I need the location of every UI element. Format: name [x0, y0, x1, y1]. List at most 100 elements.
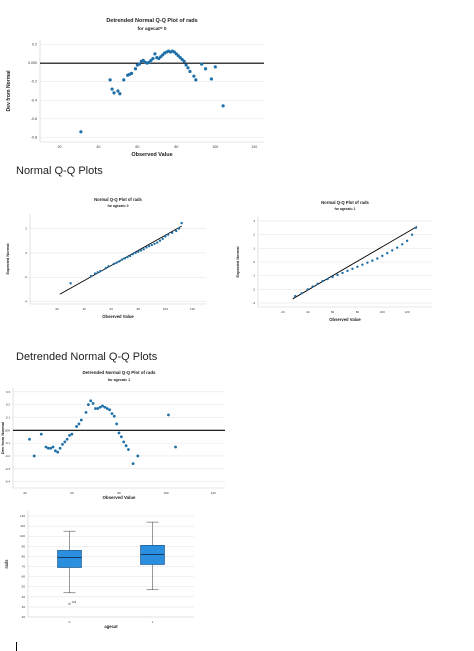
x-tick-label: 1	[152, 620, 154, 624]
y-tick-label: 110	[20, 524, 25, 528]
x-axis-label: Observed Value	[131, 152, 172, 158]
reference-line	[292, 226, 418, 300]
data-point	[54, 449, 57, 453]
data-point	[221, 104, 225, 108]
data-point	[414, 226, 418, 230]
data-point	[70, 432, 74, 436]
x-tick-label: 80	[174, 145, 178, 149]
y-tick-label: 30	[22, 605, 26, 609]
data-point	[93, 272, 97, 275]
data-point	[133, 67, 138, 71]
y-tick-label: 60	[22, 575, 26, 579]
data-point	[376, 257, 379, 260]
data-point	[213, 65, 217, 69]
data-point	[331, 275, 334, 279]
data-point	[209, 77, 214, 81]
data-point	[115, 261, 118, 264]
y-tick-label: 100	[20, 534, 25, 538]
data-point	[131, 462, 135, 466]
data-point	[112, 414, 116, 418]
data-point	[89, 274, 93, 278]
data-point	[151, 56, 155, 61]
data-point	[65, 437, 69, 441]
data-point	[192, 74, 196, 78]
y-tick-label: -2	[24, 275, 27, 279]
y-tick-label: 2	[25, 227, 27, 231]
data-point	[156, 241, 159, 244]
data-point	[56, 450, 60, 454]
chart-title: Normal Q-Q Plot of rads	[94, 197, 142, 202]
data-point	[184, 63, 188, 67]
data-point	[112, 91, 116, 95]
x-tick-label: 120	[190, 307, 195, 311]
y-tick-label: 0	[253, 260, 255, 264]
y-tick-label: 0.000	[2, 428, 10, 432]
data-point	[91, 401, 95, 405]
data-point	[68, 434, 71, 437]
normal-qq-plots-heading: Normal Q-Q Plots	[16, 165, 103, 177]
y-tick-label: 90	[22, 544, 26, 548]
data-point	[142, 248, 145, 251]
data-point	[123, 257, 126, 260]
data-point	[126, 255, 129, 259]
data-point	[94, 407, 97, 410]
data-point	[188, 69, 192, 74]
data-point	[136, 454, 140, 458]
data-point	[145, 246, 148, 249]
data-point	[128, 254, 132, 258]
data-point	[108, 408, 111, 412]
data-point	[371, 259, 374, 262]
y-tick-label: 0.3	[6, 390, 11, 394]
data-point	[107, 265, 110, 268]
y-tick-label: 40	[22, 595, 26, 599]
data-point	[311, 285, 314, 288]
normal-qq-plot-agecat-0: 2 0 -2 -4 20 40 60 80 100 120 Normal Q-Q Plot of r…	[0, 194, 220, 322]
data-point	[61, 443, 64, 446]
data-point	[96, 407, 100, 410]
data-point	[110, 87, 114, 91]
data-point	[122, 78, 126, 82]
data-point	[405, 239, 409, 243]
data-point	[119, 435, 123, 439]
y-tick-label: 20	[22, 615, 26, 619]
x-tick-label: 60	[110, 307, 114, 311]
data-point	[98, 405, 102, 409]
y-axis-label: Expected Normal	[6, 243, 10, 274]
data-point	[124, 444, 128, 448]
data-point	[79, 418, 83, 422]
text-cursor	[16, 642, 17, 651]
x-tick-label: 120	[211, 491, 216, 495]
data-point	[108, 78, 112, 82]
data-point	[366, 261, 369, 264]
x-tick-label: 80	[117, 491, 121, 495]
data-point	[182, 59, 186, 63]
data-point	[112, 262, 116, 266]
y-tick-label: 0.000	[28, 61, 37, 65]
data-point	[46, 446, 50, 450]
data-point	[110, 412, 114, 416]
data-point	[147, 245, 151, 248]
y-tick-label: 2	[253, 233, 255, 237]
data-point	[194, 78, 198, 82]
data-point	[316, 282, 319, 286]
data-point	[115, 422, 119, 426]
data-point	[75, 425, 78, 428]
data-point	[306, 288, 309, 291]
y-tick-label: 0	[25, 251, 27, 255]
x-tick-label: 100	[212, 145, 218, 149]
data-point	[153, 52, 157, 56]
y-tick-label: 1	[253, 246, 255, 250]
y-tick-label: 70	[22, 565, 26, 569]
chart-subtitle: for agecat= 1	[334, 207, 355, 211]
data-point	[158, 239, 162, 242]
data-point	[381, 254, 384, 258]
y-tick-label: -0.2	[31, 80, 37, 84]
data-point	[164, 235, 167, 238]
x-tick-label: 40	[23, 491, 27, 495]
data-point	[79, 130, 83, 134]
data-point	[410, 233, 414, 236]
data-point	[99, 269, 102, 273]
data-point	[167, 413, 170, 417]
detrended-qq-plot-agecat-0: 0.2 0.000 -0.2 -0.4 -0.6 -0.8 20 40 60 80 100 120 De…	[0, 14, 274, 164]
data-point	[150, 243, 154, 247]
